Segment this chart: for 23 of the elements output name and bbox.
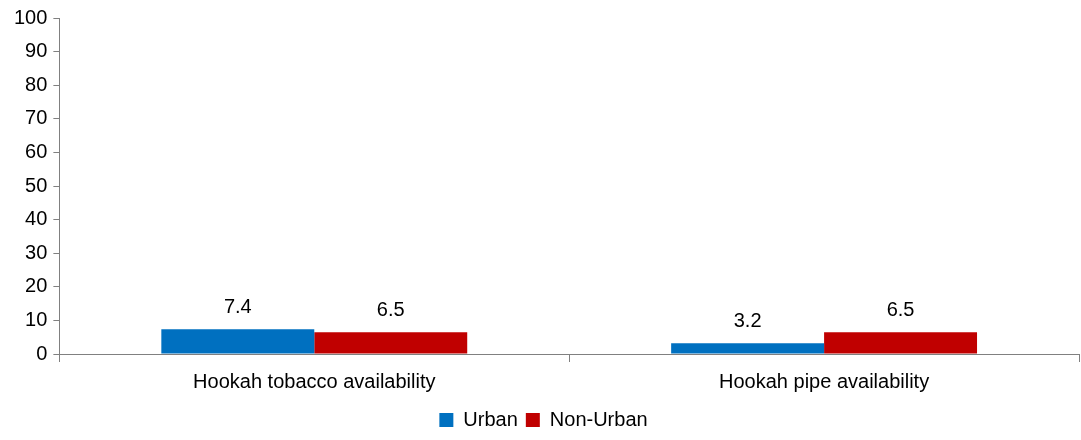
data-label: 6.5 (376, 297, 405, 320)
y-tick-label: 60 (25, 139, 48, 162)
bar (161, 329, 315, 354)
y-tick-label: 90 (25, 39, 48, 62)
data-label: 7.4 (223, 294, 252, 317)
x-tick-label: Hookah pipe availability (719, 369, 930, 392)
y-tick-label: 40 (25, 207, 48, 230)
y-tick-label: 20 (25, 274, 48, 297)
y-tick-label: 30 (25, 240, 48, 263)
y-tick-label: 100 (13, 5, 48, 28)
bar (824, 332, 978, 354)
y-tick-label: 80 (25, 72, 48, 95)
bar (314, 332, 468, 354)
legend-label: Non-Urban (549, 407, 648, 430)
legend-label: Urban (463, 407, 518, 430)
y-tick-label: 0 (36, 341, 48, 364)
y-tick-label: 50 (25, 173, 48, 196)
data-label: 6.5 (886, 297, 915, 320)
bar (671, 343, 825, 354)
data-label: 3.2 (733, 308, 762, 331)
y-tick-label: 10 (25, 307, 48, 330)
y-tick-label: 70 (25, 106, 48, 129)
x-tick-label: Hookah tobacco availability (193, 369, 436, 392)
